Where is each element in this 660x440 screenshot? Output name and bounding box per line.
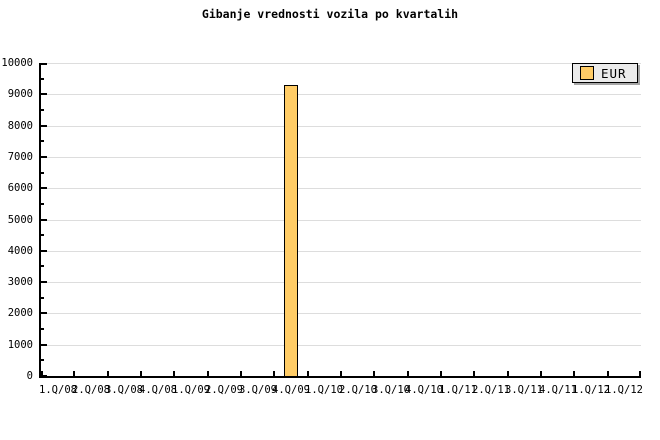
gridline — [41, 126, 641, 127]
y-axis-minor-tick — [41, 203, 44, 205]
y-axis-label: 6000 — [7, 182, 33, 194]
x-axis-tick — [240, 371, 242, 376]
x-axis-tick — [307, 371, 309, 376]
gridline — [41, 63, 641, 64]
y-axis-label: 8000 — [7, 120, 33, 132]
x-axis-tick — [273, 371, 275, 376]
gridline — [41, 345, 641, 346]
x-axis-tick — [107, 371, 109, 376]
gridline — [41, 313, 641, 314]
x-axis-label: 1.Q/08 — [39, 384, 77, 396]
y-axis-major-tick — [41, 93, 47, 95]
x-axis-label: 4.Q/09 — [272, 384, 310, 396]
x-axis-tick — [573, 371, 575, 376]
y-axis-major-tick — [41, 219, 47, 221]
x-axis-tick — [473, 371, 475, 376]
chart-title: Gibanje vrednosti vozila po kvartalih — [201, 7, 459, 21]
y-axis-minor-tick — [41, 328, 44, 330]
x-axis-tick — [207, 371, 209, 376]
y-axis-minor-tick — [41, 172, 44, 174]
x-axis-tick — [407, 371, 409, 376]
y-axis-major-tick — [41, 344, 47, 346]
x-axis-tick — [639, 371, 641, 376]
x-axis-label: 3.Q/10 — [372, 384, 410, 396]
y-axis-minor-tick — [41, 140, 44, 142]
gridline — [41, 282, 641, 283]
x-axis-tick — [73, 371, 75, 376]
y-axis-minor-tick — [41, 78, 44, 80]
y-axis-label: 3000 — [7, 276, 33, 288]
y-axis-major-tick — [41, 156, 47, 158]
x-axis-label: 2.Q/08 — [72, 384, 110, 396]
bar-eur-4.Q/09 — [284, 85, 298, 376]
x-axis-tick — [173, 371, 175, 376]
x-axis-tick — [373, 371, 375, 376]
y-axis-minor-tick — [41, 297, 44, 299]
y-axis-label: 10000 — [1, 57, 33, 69]
x-axis-tick — [540, 371, 542, 376]
y-axis-major-tick — [41, 187, 47, 189]
legend-swatch-icon — [580, 66, 594, 80]
x-axis-tick — [607, 371, 609, 376]
x-axis-label: 4.Q/11 — [539, 384, 577, 396]
gridline — [41, 220, 641, 221]
x-axis-label: 1.Q/10 — [305, 384, 343, 396]
x-axis-label: 1.Q/12 — [572, 384, 610, 396]
gridline — [41, 251, 641, 252]
x-axis-tick — [41, 371, 43, 376]
y-axis-major-tick — [41, 281, 47, 283]
x-axis-label: 1.Q/11 — [439, 384, 477, 396]
y-axis-minor-tick — [41, 234, 44, 236]
y-axis-major-tick — [41, 312, 47, 314]
y-axis-minor-tick — [41, 109, 44, 111]
x-axis-tick — [440, 371, 442, 376]
x-axis-label: 4.Q/08 — [139, 384, 177, 396]
gridline — [41, 94, 641, 95]
plot-area — [39, 63, 641, 378]
x-axis-label: 2.Q/10 — [339, 384, 377, 396]
x-axis-label: 3.Q/09 — [239, 384, 277, 396]
gridline — [41, 157, 641, 158]
y-axis-minor-tick — [41, 359, 44, 361]
x-axis-label: 2.Q/11 — [472, 384, 510, 396]
y-axis-label: 7000 — [7, 151, 33, 163]
y-axis-major-tick — [41, 63, 47, 65]
y-axis-label: 1000 — [7, 339, 33, 351]
y-axis-major-tick — [41, 125, 47, 127]
x-axis-label: 2.Q/09 — [205, 384, 243, 396]
y-axis-label: 2000 — [7, 307, 33, 319]
y-axis-major-tick — [41, 375, 47, 377]
x-axis-label: 4.Q/10 — [405, 384, 443, 396]
x-axis-label: 1.Q/12 — [605, 384, 643, 396]
y-axis-label: 9000 — [7, 88, 33, 100]
x-axis-label: 3.Q/11 — [505, 384, 543, 396]
y-axis-major-tick — [41, 250, 47, 252]
x-axis-label: 3.Q/08 — [105, 384, 143, 396]
legend-series-label: EUR — [601, 65, 627, 81]
gridline — [41, 188, 641, 189]
x-axis-tick — [507, 371, 509, 376]
y-axis-label: 4000 — [7, 245, 33, 257]
x-axis-tick — [140, 371, 142, 376]
x-axis-tick — [340, 371, 342, 376]
x-axis-label: 1.Q/09 — [172, 384, 210, 396]
y-axis-label: 5000 — [7, 214, 33, 226]
y-axis-minor-tick — [41, 265, 44, 267]
y-axis-label: 0 — [26, 370, 33, 382]
legend: EUR — [572, 63, 638, 83]
